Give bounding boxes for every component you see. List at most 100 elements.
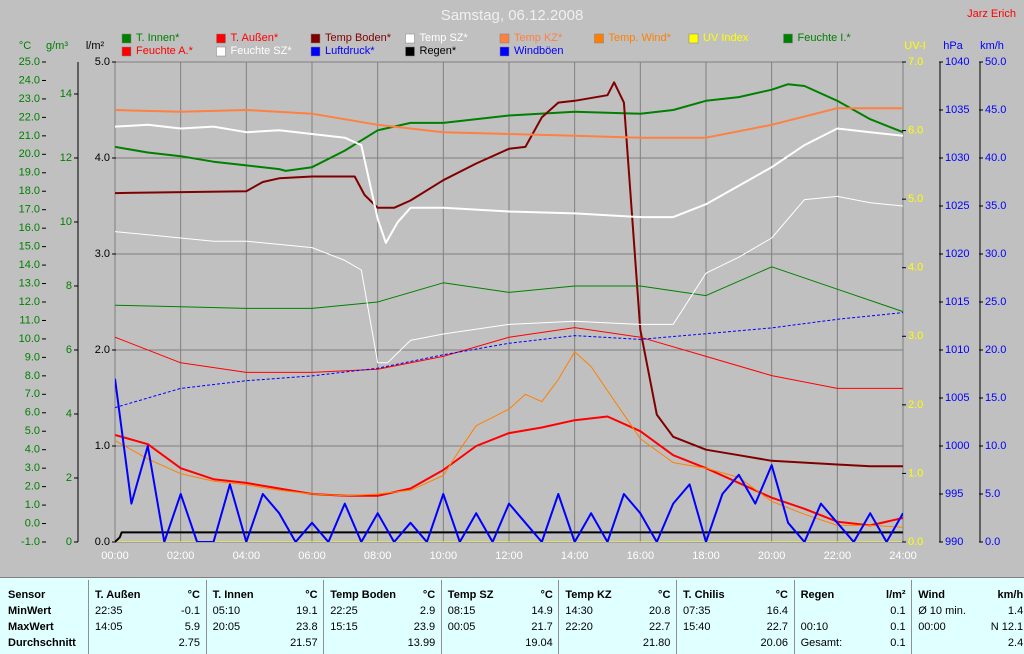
y-tick-label: 12.0 — [19, 296, 40, 308]
x-tick-label: 02:00 — [167, 550, 195, 562]
legend-label: Feuchte SZ* — [231, 45, 293, 57]
cell-time: 15:15 — [330, 621, 358, 633]
legend-label: Temp SZ* — [420, 32, 469, 44]
y-tick-label: 14.0 — [19, 259, 40, 271]
legend-label: Temp. Wind* — [609, 32, 672, 44]
cell-value: 21.7 — [531, 621, 553, 633]
series-line — [115, 312, 903, 409]
cell-value: 20.8 — [648, 605, 671, 617]
column-separator — [911, 580, 913, 654]
y-tick-label: -1.0 — [21, 536, 40, 548]
column-unit: l/m² — [886, 589, 906, 601]
y-tick-label: 2 — [66, 472, 72, 484]
axis-label: hPa — [943, 40, 963, 52]
cell-value: 22.7 — [648, 621, 671, 633]
legend-swatch — [310, 46, 321, 57]
series-line — [115, 378, 903, 542]
cell-value: 2.9 — [419, 605, 436, 617]
y-tick-label: 4 — [66, 408, 72, 420]
y-tick-label: 0.0 — [25, 517, 40, 529]
series-line — [115, 531, 903, 542]
y-tick-label: 21.0 — [19, 130, 40, 142]
y-tick-label: 10.0 — [985, 440, 1006, 452]
y-tick-label: 30.0 — [985, 248, 1006, 260]
cell-time: 00:05 — [447, 621, 476, 633]
cell-value: 16.4 — [766, 605, 788, 617]
y-tick-label: 20.0 — [19, 148, 40, 160]
series-line — [115, 123, 903, 244]
y-tick-label: 1025 — [945, 200, 969, 212]
y-tick-label: 8 — [66, 280, 72, 292]
y-tick-label: 9.0 — [25, 351, 40, 363]
y-tick-label: 17.0 — [19, 204, 40, 216]
column-name: T. Außen — [95, 589, 141, 601]
author: Jarz Erich — [967, 8, 1016, 20]
column-unit: °C — [658, 589, 671, 601]
column-name: Wind — [918, 589, 945, 601]
legend-label: Feuchte A.* — [136, 45, 194, 57]
legend-swatch — [688, 33, 699, 44]
cell-value: 0.1 — [890, 637, 906, 649]
x-tick-label: 20:00 — [758, 550, 786, 562]
column-separator — [558, 580, 560, 654]
legend-label: T. Innen* — [136, 32, 180, 44]
axis-label: °C — [19, 40, 31, 52]
y-tick-label: 1010 — [945, 344, 969, 356]
column-unit: °C — [187, 589, 200, 601]
y-tick-label: 1040 — [945, 56, 969, 68]
legend-label: Windböen — [514, 45, 564, 57]
y-tick-label: 12 — [60, 152, 72, 164]
y-tick-label: 4.0 — [908, 262, 923, 274]
column-name: Temp Boden — [330, 589, 396, 601]
column-name: Temp SZ — [447, 589, 494, 601]
y-tick-label: 2.0 — [25, 481, 40, 493]
row-label: Durchschnitt — [8, 637, 76, 649]
y-tick-label: 1000 — [945, 440, 969, 452]
legend-swatch — [121, 33, 132, 44]
column-separator — [323, 580, 325, 654]
y-tick-label: 15.0 — [985, 392, 1006, 404]
y-tick-label: 5.0 — [985, 488, 1000, 500]
cell-value: 20.06 — [760, 637, 788, 649]
y-tick-label: 2.0 — [95, 344, 110, 356]
axis-label: l/m² — [86, 40, 105, 52]
cell-value: 5.9 — [184, 621, 200, 633]
column-separator — [793, 580, 795, 654]
cell-time: 05:10 — [212, 605, 241, 617]
x-tick-label: 16:00 — [627, 550, 655, 562]
y-tick-label: 990 — [945, 536, 963, 548]
y-tick-label: 50.0 — [985, 56, 1006, 68]
y-tick-label: 4.0 — [95, 152, 110, 164]
y-tick-label: 20.0 — [985, 344, 1006, 356]
cell-value: 0.1 — [890, 621, 906, 633]
cell-time: 00:00 — [918, 621, 946, 633]
y-tick-label: 0 — [66, 536, 72, 548]
cell-time: 00:10 — [800, 621, 829, 633]
y-tick-label: 23.0 — [19, 93, 40, 105]
cell-value: 21.80 — [642, 637, 671, 649]
y-tick-label: 19.0 — [19, 167, 40, 179]
y-tick-label: 1.0 — [95, 440, 110, 452]
legend-label: UV Index — [703, 32, 749, 44]
legend-label: Luftdruck* — [325, 45, 375, 57]
x-tick-label: 24:00 — [889, 550, 917, 562]
series-line — [115, 83, 903, 172]
cell-time: 14:05 — [95, 621, 123, 633]
y-tick-label: 25.0 — [19, 56, 40, 68]
y-tick-label: 10.0 — [19, 333, 40, 345]
chart-title: Samstag, 06.12.2008 — [441, 7, 584, 24]
series-line — [115, 195, 903, 364]
row-label: MinWert — [8, 605, 52, 617]
y-tick-label: 5.0 — [95, 56, 110, 68]
y-tick-label: 6 — [66, 344, 72, 356]
y-tick-label: 0.0 — [908, 536, 923, 548]
y-tick-label: 18.0 — [19, 185, 40, 197]
chart: Samstag, 06.12.2008 Jarz Erich 00:00 02:0… — [19, 7, 1016, 562]
y-tick-label: 11.0 — [19, 314, 40, 326]
cell-value: 21.57 — [290, 637, 318, 649]
legend-swatch — [405, 46, 415, 57]
cell-value: 23.8 — [296, 621, 318, 633]
y-tick-label: 24.0 — [19, 74, 40, 86]
legend-swatch — [310, 33, 321, 44]
column-name: Temp KZ — [565, 589, 612, 601]
